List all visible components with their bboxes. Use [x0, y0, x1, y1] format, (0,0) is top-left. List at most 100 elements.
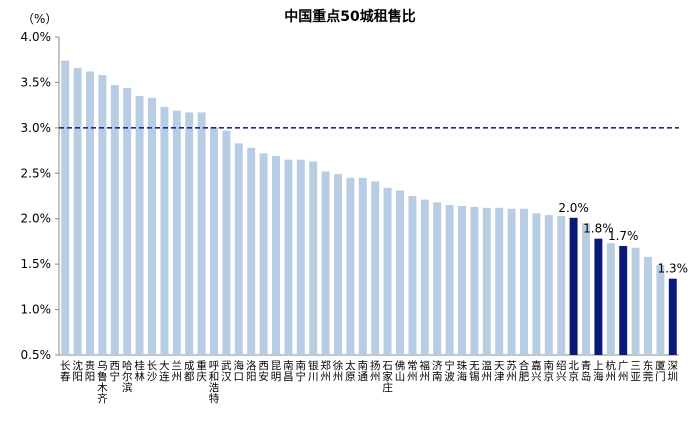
x-tick-label: 常州: [407, 359, 418, 383]
bar-杭州: [606, 243, 615, 355]
x-tick-label: 嘉兴: [531, 359, 542, 383]
bar-宁波: [445, 205, 454, 355]
x-tick-label: 南昌: [283, 359, 294, 383]
bar-上海: [594, 238, 603, 355]
x-tick-label: 苏州: [506, 359, 517, 383]
bar-南宁: [296, 159, 305, 355]
bar-天津: [495, 207, 504, 355]
x-tick-label: 银川: [308, 359, 319, 383]
bar-北京: [569, 217, 578, 355]
bar-佛山: [396, 190, 404, 355]
bar-银川: [309, 161, 318, 355]
bar-洛阳: [247, 147, 256, 355]
x-tick-label: 徐州: [333, 359, 344, 383]
x-tick-label: 长沙: [147, 360, 158, 383]
bar-石家庄: [383, 187, 392, 355]
x-tick-label: 石家庄: [382, 360, 393, 394]
x-tick-label: 武汉: [221, 359, 232, 383]
y-tick-label: 2.5%: [21, 166, 52, 180]
x-tick-label: 重庆: [196, 359, 207, 383]
bar-济南: [433, 202, 442, 355]
x-tick-label: 乌鲁木齐: [97, 359, 108, 405]
y-tick-label: 1.0%: [21, 303, 52, 317]
bar-扬州: [371, 181, 380, 355]
bar-西安: [259, 153, 268, 355]
x-tick-label: 东莞: [643, 359, 654, 383]
x-tick-label: 珠海: [457, 359, 468, 383]
bar-长沙: [148, 97, 156, 356]
bar-常州: [408, 196, 417, 355]
x-tick-label: 济南: [432, 359, 443, 383]
bar-乌鲁木齐: [98, 75, 107, 355]
x-tick-label: 合肥: [519, 359, 530, 383]
bar-合肥: [520, 208, 528, 355]
x-tick-label: 上海: [593, 360, 604, 383]
bar-大连: [160, 106, 169, 356]
x-tick-label: 温州: [482, 360, 493, 383]
x-tick-label: 绍兴: [556, 359, 567, 383]
bar-苏州: [507, 208, 516, 355]
bar-无锡: [470, 206, 479, 355]
y-tick-label: 3.5%: [21, 75, 52, 89]
data-label-广州: 1.7%: [608, 229, 639, 243]
bar-绍兴: [557, 215, 566, 355]
bar-武汉: [222, 130, 231, 355]
bar-三亚: [631, 247, 640, 355]
x-tick-label: 西宁: [110, 360, 121, 383]
bar-昆明: [272, 156, 280, 355]
bar-桂林: [135, 96, 144, 356]
x-tick-label: 天津: [494, 360, 505, 383]
x-tick-label: 杭州: [606, 359, 617, 383]
bar-海口: [234, 143, 243, 355]
chart-title: 中国重点50城租售比: [284, 9, 416, 25]
data-label-上海: 1.8%: [583, 222, 614, 236]
x-tick-label: 兰州: [172, 359, 183, 383]
x-tick-label: 广州: [618, 360, 629, 383]
bar-广州: [619, 245, 628, 355]
bar-南京: [544, 215, 553, 355]
x-tick-label: 青岛: [581, 359, 592, 383]
x-tick-label: 深圳: [668, 360, 679, 383]
x-tick-label: 南通: [358, 359, 369, 383]
bar-呼和浩特: [210, 126, 218, 355]
bar-珠海: [458, 205, 466, 355]
x-tick-label: 太原: [345, 359, 356, 383]
x-tick-label: 沈阳: [72, 359, 83, 383]
data-label-北京: 2.0%: [558, 201, 589, 215]
bar-厦门: [656, 265, 665, 355]
x-tick-label: 福州: [420, 359, 431, 383]
bar-徐州: [334, 174, 342, 355]
x-tick-label: 无锡: [469, 360, 480, 383]
x-tick-label: 海口: [234, 359, 245, 383]
x-tick-label: 哈尔滨: [122, 359, 133, 394]
y-axis-unit-label: （%）: [22, 12, 58, 26]
bar-哈尔滨: [123, 87, 132, 355]
y-tick-label: 4.0%: [21, 30, 52, 44]
bar-福州: [420, 199, 429, 355]
bar-深圳: [668, 278, 677, 355]
x-tick-label: 佛山: [395, 359, 406, 383]
bar-太原: [346, 177, 355, 355]
y-tick-label: 3.0%: [21, 121, 52, 135]
x-tick-label: 郑州: [320, 359, 331, 383]
x-tick-label: 大连: [159, 359, 170, 383]
x-tick-label: 西安: [258, 360, 269, 383]
x-tick-label: 扬州: [370, 359, 381, 383]
bar-西宁: [110, 85, 119, 355]
bar-郑州: [321, 171, 330, 355]
bar-南昌: [284, 159, 293, 355]
x-tick-label: 昆明: [271, 360, 282, 383]
bar-重庆: [197, 112, 206, 355]
x-tick-label: 洛阳: [246, 359, 257, 383]
bar-南通: [358, 177, 367, 355]
bar-成都: [185, 112, 194, 355]
x-tick-label: 宁波: [444, 359, 455, 383]
x-tick-label: 呼和浩特: [209, 360, 220, 405]
x-tick-label: 北京: [568, 360, 579, 383]
bar-温州: [482, 207, 491, 355]
y-tick-label: 2.0%: [21, 212, 52, 226]
x-tick-label: 长春: [60, 360, 71, 383]
bar-长春: [61, 60, 70, 355]
x-tick-label: 桂林: [134, 359, 145, 383]
